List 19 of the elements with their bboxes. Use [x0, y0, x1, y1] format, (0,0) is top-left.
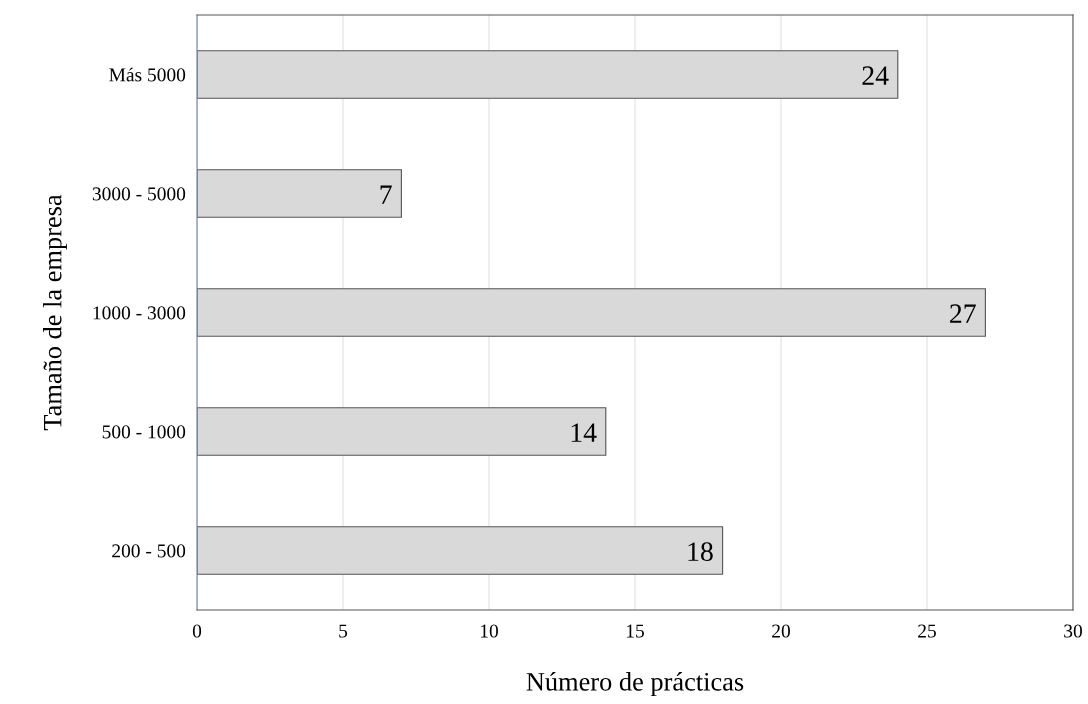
x-tick-label: 0	[192, 624, 202, 638]
x-tick-label: 20	[772, 624, 790, 638]
x-tick-label: 10	[480, 624, 498, 638]
y-tick-label: 500 - 1000	[102, 425, 186, 439]
data-label: 24	[862, 66, 889, 85]
data-label: 18	[688, 542, 713, 562]
data-label: 14	[571, 423, 597, 442]
y-tick-label: Más 5000	[109, 67, 186, 82]
x-tick-label: 15	[626, 624, 644, 638]
x-tick-label: 25	[918, 624, 936, 638]
y-tick-label: 200 - 500	[112, 544, 186, 558]
y-axis-title: Tamaño de la empresa	[42, 194, 67, 431]
data-label: 7	[380, 185, 392, 204]
x-tick-label: 5	[339, 624, 348, 638]
y-tick-label: 1000 - 3000	[93, 306, 186, 320]
y-tick-label: 3000 - 5000	[92, 187, 186, 201]
x-tick-label: 30	[1064, 624, 1082, 638]
data-label: 27	[950, 304, 976, 323]
x-axis-title: Número de prácticas	[526, 672, 744, 697]
